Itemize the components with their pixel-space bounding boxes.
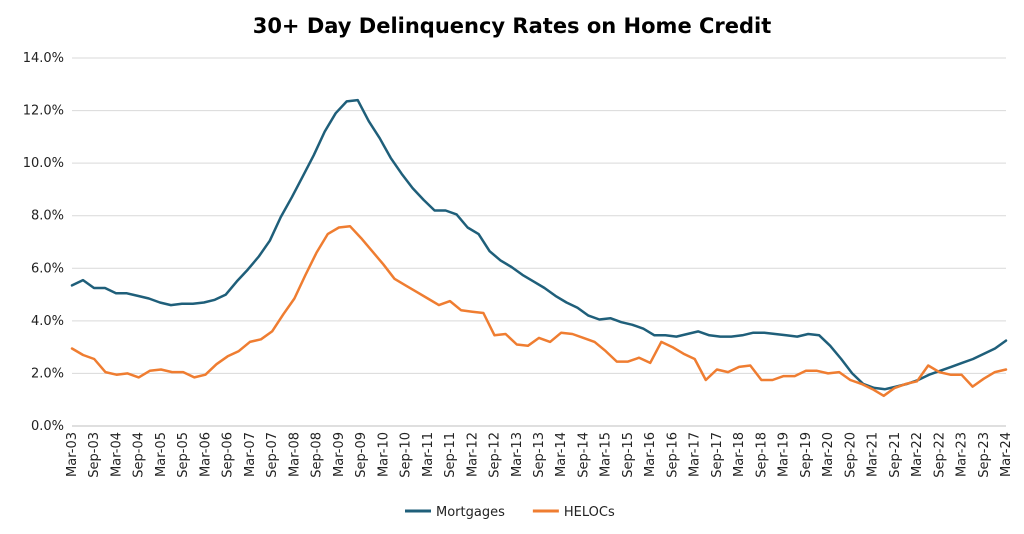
x-tick-label: Mar-24 — [999, 432, 1014, 477]
x-tick-label: Mar-18 — [732, 432, 747, 477]
x-tick-label: Mar-06 — [198, 432, 213, 477]
x-tick-label: Sep-11 — [443, 432, 458, 478]
x-tick-label: Mar-12 — [465, 432, 480, 477]
x-tick-label: Sep-19 — [799, 432, 814, 478]
x-tick-label: Sep-17 — [710, 432, 725, 478]
x-tick-label: Sep-04 — [132, 432, 147, 478]
y-tick-label: 0.0% — [31, 419, 64, 434]
x-tick-label: Sep-09 — [354, 432, 369, 478]
x-tick-label: Sep-05 — [176, 432, 191, 478]
x-tick-label: Sep-14 — [576, 432, 591, 478]
x-tick-label: Mar-15 — [599, 432, 614, 477]
y-tick-label: 10.0% — [23, 156, 64, 171]
x-tick-label: Mar-07 — [243, 432, 258, 477]
x-tick-label: Mar-22 — [910, 432, 925, 477]
x-tick-label: Mar-23 — [955, 432, 970, 477]
x-tick-label: Mar-09 — [332, 432, 347, 477]
x-tick-label: Sep-06 — [221, 432, 236, 478]
x-tick-label: Mar-20 — [821, 432, 836, 477]
x-tick-label: Sep-08 — [310, 432, 325, 478]
x-tick-label: Sep-15 — [621, 432, 636, 478]
y-tick-label: 14.0% — [23, 51, 64, 66]
x-tick-label: Sep-03 — [87, 432, 102, 478]
legend-label-helocs: HELOCs — [564, 505, 615, 520]
x-tick-label: Mar-05 — [154, 432, 169, 477]
x-tick-label: Sep-20 — [843, 432, 858, 478]
x-tick-label: Mar-21 — [866, 432, 881, 477]
x-tick-label: Mar-14 — [554, 432, 569, 477]
x-tick-label: Mar-08 — [287, 432, 302, 477]
series-line-mortgages — [70, 98, 1008, 391]
x-tick-label: Mar-10 — [376, 432, 391, 477]
x-tick-label: Sep-23 — [977, 432, 992, 478]
y-tick-label: 6.0% — [31, 261, 64, 276]
legend-label-mortgages: Mortgages — [436, 505, 505, 520]
y-tick-label: 2.0% — [31, 366, 64, 381]
x-tick-label: Mar-03 — [65, 432, 80, 477]
x-tick-label: Mar-04 — [109, 432, 124, 477]
x-tick-label: Sep-18 — [754, 432, 769, 478]
x-tick-label: Sep-10 — [399, 432, 414, 478]
y-tick-label: 12.0% — [23, 104, 64, 119]
chart-title: 30+ Day Delinquency Rates on Home Credit — [252, 14, 772, 38]
x-tick-label: Sep-07 — [265, 432, 280, 478]
x-tick-label: Mar-17 — [688, 432, 703, 477]
y-tick-label: 4.0% — [31, 314, 64, 329]
x-tick-label: Mar-19 — [777, 432, 792, 477]
x-tick-label: Sep-16 — [665, 432, 680, 478]
x-tick-label: Mar-13 — [510, 432, 525, 477]
x-tick-label: Sep-21 — [888, 432, 903, 478]
x-tick-label: Sep-13 — [532, 432, 547, 478]
x-tick-label: Mar-16 — [643, 432, 658, 477]
y-tick-label: 8.0% — [31, 209, 64, 224]
series-line-helocs — [70, 224, 1008, 398]
x-tick-label: Sep-22 — [932, 432, 947, 478]
x-tick-label: Mar-11 — [421, 432, 436, 477]
x-tick-label: Sep-12 — [488, 432, 503, 478]
